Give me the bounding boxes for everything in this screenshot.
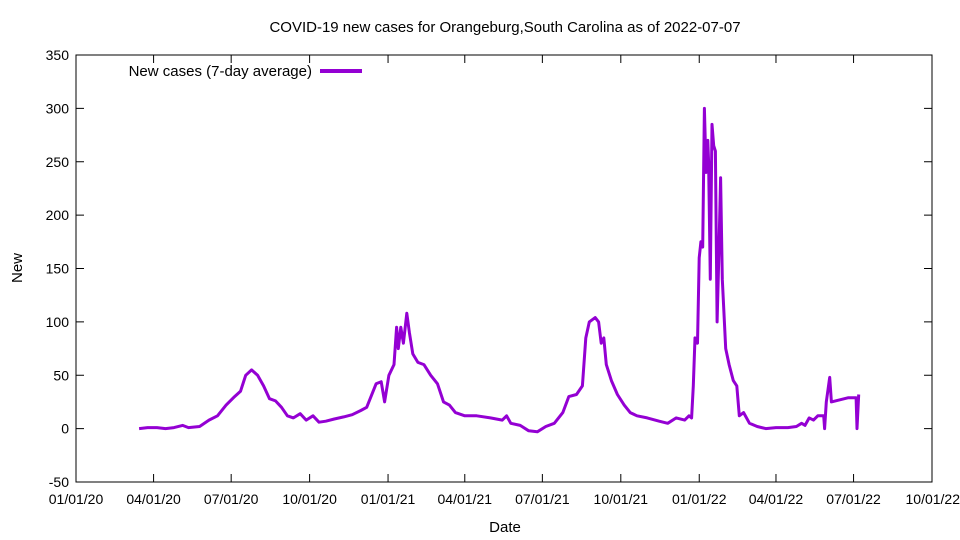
y-axis: -50 0 50 100 150 200 250 300 350 xyxy=(46,47,932,490)
x-tick-label: 01/01/22 xyxy=(672,491,727,507)
x-tick-label: 01/01/20 xyxy=(49,491,104,507)
legend-label: New cases (7-day average) xyxy=(129,63,312,80)
x-tick-label: 01/01/21 xyxy=(361,491,416,507)
y-tick-label: 0 xyxy=(61,421,69,437)
y-tick-label: 300 xyxy=(46,100,70,116)
y-tick-label: 200 xyxy=(46,207,70,223)
y-tick-label: 50 xyxy=(53,367,69,383)
x-tick-label: 04/01/21 xyxy=(438,491,493,507)
y-tick-label: 100 xyxy=(46,314,70,330)
legend: New cases (7-day average) xyxy=(129,63,362,80)
x-tick-label: 10/01/22 xyxy=(906,491,960,507)
x-tick-label: 10/01/21 xyxy=(594,491,649,507)
x-tick-label: 04/01/22 xyxy=(749,491,804,507)
x-tick-label: 07/01/20 xyxy=(204,491,259,507)
y-axis-title: New xyxy=(9,253,26,283)
x-tick-label: 07/01/22 xyxy=(826,491,881,507)
chart-title: COVID-19 new cases for Orangeburg,South … xyxy=(269,19,740,36)
x-axis-title: Date xyxy=(489,519,521,536)
series-line-new-cases xyxy=(138,106,861,434)
x-tick-label: 07/01/21 xyxy=(515,491,570,507)
y-tick-label: -50 xyxy=(49,474,69,490)
plot-area-frame xyxy=(75,54,933,483)
x-axis: 01/01/20 04/01/20 07/01/20 10/01/20 01/01/21… xyxy=(49,55,960,507)
y-tick-label: 350 xyxy=(46,47,70,63)
y-tick-label: 250 xyxy=(46,154,70,170)
x-tick-label: 04/01/20 xyxy=(126,491,181,507)
x-tick-label: 10/01/20 xyxy=(282,491,337,507)
y-tick-label: 150 xyxy=(46,261,70,277)
